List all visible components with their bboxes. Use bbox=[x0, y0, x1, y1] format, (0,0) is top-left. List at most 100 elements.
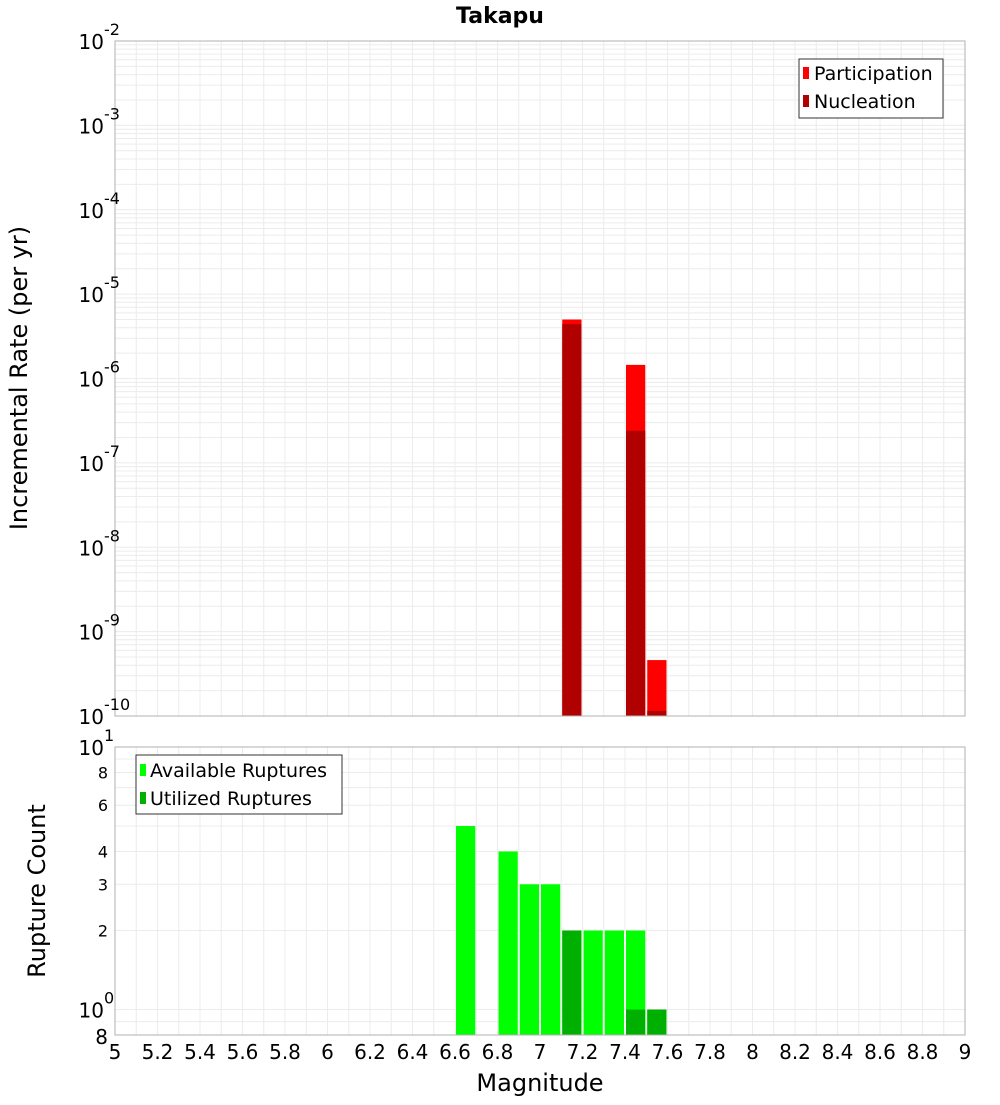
tick-mantissa: 10 bbox=[79, 199, 104, 223]
bar bbox=[626, 1009, 646, 1035]
x-tick-label: 8.8 bbox=[907, 1040, 939, 1064]
legend-label: Available Ruptures bbox=[150, 760, 327, 782]
y-tick-label: 10-3 bbox=[79, 104, 120, 138]
x-tick-label: 5 bbox=[109, 1040, 122, 1064]
chart-title: Takapu bbox=[456, 4, 544, 29]
tick-mantissa: 10 bbox=[79, 999, 104, 1023]
plot-border bbox=[114, 746, 966, 1036]
bar bbox=[647, 1009, 667, 1035]
tick-mantissa: 10 bbox=[79, 30, 104, 54]
tick-exponent: 0 bbox=[104, 989, 114, 1008]
x-axis-label: Magnitude bbox=[476, 1069, 603, 1097]
legend-box bbox=[135, 754, 343, 815]
bar bbox=[647, 660, 667, 716]
x-tick-label: 8 bbox=[746, 1040, 759, 1064]
y-tick-label: 10-9 bbox=[79, 611, 120, 645]
x-tick-label: 7.6 bbox=[652, 1040, 684, 1064]
y-tick-label: 10-5 bbox=[79, 273, 120, 307]
x-tick-label: 6 bbox=[321, 1040, 334, 1064]
x-tick-label: 8.4 bbox=[822, 1040, 854, 1064]
y-tick-label: 101 bbox=[79, 726, 115, 760]
x-tick-label: 9 bbox=[959, 1040, 972, 1064]
legend-box bbox=[798, 58, 944, 119]
y-tick-label: 8 bbox=[95, 1025, 108, 1049]
legend-swatch bbox=[803, 95, 809, 107]
y-tick-label: 10-6 bbox=[79, 358, 120, 392]
tick-mantissa: 10 bbox=[79, 705, 104, 729]
bar bbox=[562, 930, 582, 1035]
bar bbox=[626, 430, 646, 716]
legend-label: Participation bbox=[814, 63, 933, 85]
y-tick-label: 10-4 bbox=[79, 189, 120, 223]
legend-label: Nucleation bbox=[814, 91, 916, 113]
tick-mantissa: 10 bbox=[79, 536, 104, 560]
legend-swatch bbox=[140, 792, 146, 804]
tick-exponent: -3 bbox=[104, 104, 120, 123]
top-panel: 10-1010-910-810-710-610-510-410-310-2Par… bbox=[79, 20, 966, 729]
x-tick-label: 8.6 bbox=[864, 1040, 896, 1064]
legend-swatch bbox=[803, 67, 809, 79]
grid bbox=[114, 41, 966, 717]
legend-label: Utilized Ruptures bbox=[150, 788, 312, 810]
bar bbox=[647, 710, 667, 716]
series-0 bbox=[456, 826, 667, 1035]
x-tick-label: 7.2 bbox=[567, 1040, 599, 1064]
tick-exponent: -6 bbox=[104, 358, 120, 377]
tick-exponent: -2 bbox=[104, 20, 120, 39]
tick-exponent: -10 bbox=[104, 695, 130, 714]
plot-border bbox=[114, 40, 966, 717]
x-tick-label: 7 bbox=[534, 1040, 547, 1064]
y-tick-label: 100 bbox=[79, 989, 115, 1023]
tick-exponent: -9 bbox=[104, 611, 120, 630]
bar bbox=[498, 851, 518, 1035]
tick-exponent: -7 bbox=[104, 442, 120, 461]
tick-mantissa: 10 bbox=[79, 114, 104, 138]
x-tick-label: 7.4 bbox=[609, 1040, 641, 1064]
x-tick-label: 7.8 bbox=[694, 1040, 726, 1064]
tick-mantissa: 10 bbox=[79, 621, 104, 645]
bar bbox=[626, 930, 646, 1035]
series-1 bbox=[562, 930, 667, 1035]
x-tick-label: 5.8 bbox=[269, 1040, 301, 1064]
bar bbox=[604, 930, 624, 1035]
y-tick-label: 3 bbox=[98, 875, 108, 894]
y-tick-label: 10-10 bbox=[79, 695, 131, 729]
x-tick-label: 6.2 bbox=[354, 1040, 386, 1064]
bar bbox=[456, 826, 476, 1035]
tick-exponent: -4 bbox=[104, 189, 120, 208]
y-tick-label: 10-2 bbox=[79, 20, 120, 54]
bar bbox=[562, 324, 582, 716]
bar bbox=[519, 884, 539, 1035]
x-tick-label: 5.2 bbox=[142, 1040, 174, 1064]
bar bbox=[541, 884, 561, 1035]
x-tick-label: 6.6 bbox=[439, 1040, 471, 1064]
legend: Available Ruptures Utilized Ruptures bbox=[135, 754, 343, 815]
tick-mantissa: 10 bbox=[79, 368, 104, 392]
y-tick-label: 4 bbox=[98, 842, 108, 861]
tick-exponent: 1 bbox=[104, 726, 114, 745]
top-y-axis-label: Incremental Rate (per yr) bbox=[5, 226, 33, 530]
y-tick-label: 8 bbox=[98, 763, 108, 782]
x-tick-label: 5.4 bbox=[184, 1040, 216, 1064]
y-tick-label: 10-7 bbox=[79, 442, 120, 476]
tick-exponent: -8 bbox=[104, 526, 120, 545]
series-1 bbox=[562, 324, 667, 716]
y-tick-label: 6 bbox=[98, 796, 108, 815]
tick-exponent: -5 bbox=[104, 273, 120, 292]
y-tick-label: 10-8 bbox=[79, 526, 120, 560]
x-tick-label: 6.4 bbox=[397, 1040, 429, 1064]
tick-mantissa: 10 bbox=[79, 736, 104, 760]
bottom-y-axis-label: Rupture Count bbox=[23, 804, 51, 978]
bar bbox=[583, 930, 603, 1035]
legend-swatch bbox=[140, 764, 146, 776]
tick-mantissa: 10 bbox=[79, 283, 104, 307]
x-tick-label: 6.8 bbox=[482, 1040, 514, 1064]
x-tick-label: 5.6 bbox=[227, 1040, 259, 1064]
legend: Participation Nucleation bbox=[798, 58, 944, 119]
y-tick-label: 2 bbox=[98, 922, 108, 941]
tick-mantissa: 10 bbox=[79, 452, 104, 476]
x-tick-label: 8.2 bbox=[779, 1040, 811, 1064]
